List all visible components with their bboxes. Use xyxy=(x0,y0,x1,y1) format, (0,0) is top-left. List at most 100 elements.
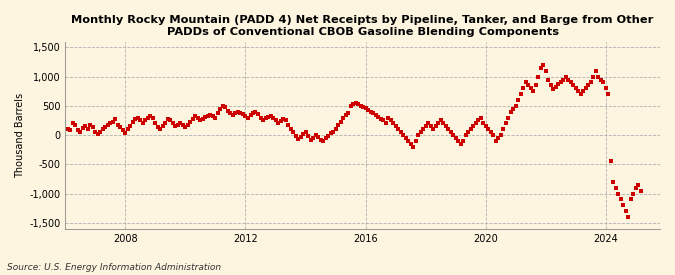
Point xyxy=(601,86,612,90)
Point xyxy=(220,105,231,109)
Point xyxy=(110,117,121,121)
Point xyxy=(153,125,163,130)
Point xyxy=(227,113,238,117)
Point xyxy=(242,116,253,120)
Point xyxy=(531,83,541,88)
Point xyxy=(478,121,489,126)
Point xyxy=(415,130,426,134)
Point xyxy=(260,116,271,120)
Point xyxy=(125,124,136,128)
Point xyxy=(250,109,261,114)
Point xyxy=(145,114,156,118)
Point xyxy=(503,115,514,120)
Point xyxy=(500,121,511,126)
Point xyxy=(553,82,564,86)
Point xyxy=(360,106,371,110)
Point xyxy=(383,115,394,120)
Point xyxy=(488,133,499,137)
Point xyxy=(215,107,226,111)
Point xyxy=(90,129,101,134)
Point xyxy=(235,111,246,115)
Point xyxy=(330,127,341,131)
Point xyxy=(130,117,141,121)
Point xyxy=(305,138,316,142)
Point xyxy=(433,121,443,126)
Point xyxy=(165,118,176,123)
Point xyxy=(580,86,591,90)
Point xyxy=(508,107,518,111)
Point xyxy=(285,127,296,131)
Point xyxy=(558,77,569,82)
Point xyxy=(578,89,589,94)
Point xyxy=(608,180,619,184)
Point xyxy=(465,127,476,131)
Point xyxy=(566,80,576,85)
Point xyxy=(160,121,171,126)
Point xyxy=(528,89,539,94)
Point xyxy=(435,118,446,123)
Point xyxy=(210,115,221,120)
Point xyxy=(173,122,184,127)
Point xyxy=(460,133,471,137)
Point xyxy=(313,135,323,140)
Point xyxy=(591,68,601,73)
Point xyxy=(295,135,306,139)
Point xyxy=(618,203,629,207)
Point xyxy=(88,125,99,130)
Point xyxy=(340,113,351,117)
Point xyxy=(258,118,269,123)
Point xyxy=(348,102,358,106)
Point xyxy=(157,124,168,128)
Point xyxy=(373,115,383,119)
Point xyxy=(513,98,524,102)
Point xyxy=(620,209,631,213)
Point xyxy=(283,122,294,127)
Point xyxy=(380,121,391,126)
Point xyxy=(523,83,534,88)
Point xyxy=(541,68,551,73)
Point xyxy=(371,113,381,117)
Point xyxy=(538,63,549,67)
Point xyxy=(473,118,484,123)
Point xyxy=(506,109,516,114)
Point xyxy=(398,133,408,137)
Point xyxy=(491,139,502,143)
Point xyxy=(633,183,644,187)
Point xyxy=(100,125,111,129)
Point xyxy=(593,75,604,79)
Point xyxy=(238,112,248,116)
Point xyxy=(481,124,491,128)
Point xyxy=(275,119,286,123)
Point xyxy=(117,128,128,133)
Point xyxy=(167,121,178,126)
Point xyxy=(350,101,361,105)
Point xyxy=(213,111,223,115)
Point xyxy=(92,132,103,136)
Point xyxy=(148,115,159,120)
Point xyxy=(365,109,376,114)
Point xyxy=(598,80,609,85)
Point xyxy=(493,136,504,140)
Point xyxy=(623,215,634,219)
Point xyxy=(290,134,301,138)
Point xyxy=(302,134,313,138)
Point xyxy=(265,114,276,118)
Point xyxy=(533,75,544,79)
Point xyxy=(190,114,201,119)
Point xyxy=(543,77,554,82)
Point xyxy=(82,127,93,131)
Point xyxy=(217,104,228,108)
Point xyxy=(323,134,333,138)
Point xyxy=(80,124,90,128)
Point xyxy=(240,114,251,118)
Point xyxy=(188,117,198,121)
Point xyxy=(495,133,506,137)
Point xyxy=(387,121,398,126)
Point xyxy=(115,125,126,130)
Point xyxy=(105,121,115,126)
Point xyxy=(175,121,186,126)
Point xyxy=(308,136,319,140)
Point xyxy=(368,111,379,116)
Point xyxy=(405,142,416,146)
Point xyxy=(605,159,616,164)
